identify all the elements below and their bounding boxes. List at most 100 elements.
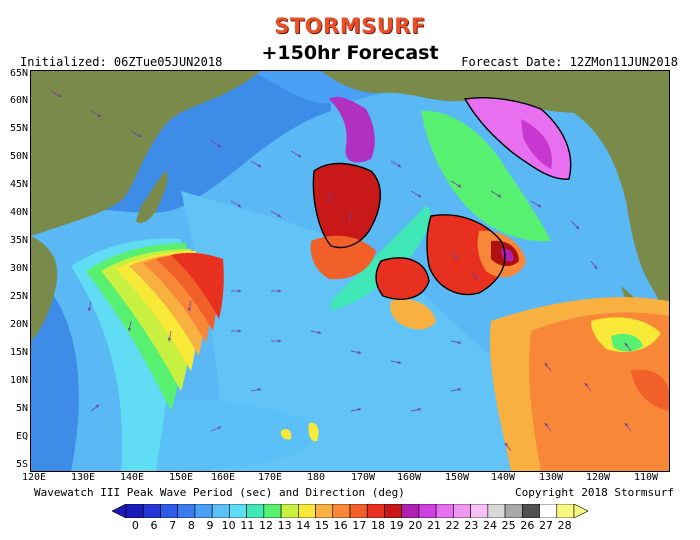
colorbar-tick-label: 16: [333, 519, 348, 532]
lon-label-140e: 140E: [119, 472, 145, 483]
period-14s-equator-islands: [280, 428, 292, 440]
colorbar-tick-label: 18: [371, 519, 385, 532]
colorbar-tick-label: 11: [240, 519, 255, 532]
colorbar-swatch: [522, 504, 540, 518]
colorbar-tick-label: 6: [150, 519, 158, 532]
lat-label-60n: 60N: [9, 95, 28, 106]
colorbar-tick-label: 21: [427, 519, 441, 532]
colorbar-swatch: [366, 504, 385, 518]
period-band-10s-lower: [131, 400, 316, 471]
colorbar-swatch: [125, 504, 144, 518]
contour-outlines: [312, 97, 572, 300]
colorbar-swatch: [470, 504, 489, 518]
colorbar-swatch: [332, 504, 351, 518]
colorbar-tick-label: 20: [408, 519, 423, 532]
direction-arrows: [50, 90, 632, 452]
colorbar-swatch: [504, 504, 523, 518]
period-14s-equator-island-2: [308, 422, 319, 442]
lat-label-45n: 45N: [9, 179, 28, 190]
product-description: Wavewatch III Peak Wave Period (sec) and…: [34, 486, 405, 499]
wave-period-map: [30, 70, 670, 472]
colorbar-swatch: [453, 504, 471, 518]
colorbar-swatch: [418, 504, 437, 518]
colorbar-tick-label: 19: [389, 519, 404, 532]
lon-label-110w: 110W: [633, 472, 659, 483]
lat-label-5s: 5S: [15, 459, 28, 470]
initialized-time: Initialized: 06ZTue05JUN2018: [20, 55, 223, 69]
asia-land: [31, 71, 261, 236]
lat-label-25n: 25N: [9, 291, 28, 302]
period-12s-diagonal: [331, 206, 431, 311]
period-17s-north-pacific: [313, 163, 381, 248]
colorbar-swatch: [142, 504, 161, 518]
lat-label-65n: 65N: [9, 68, 28, 79]
period-16s-central: [376, 257, 429, 300]
lon-label-150e: 150E: [168, 472, 194, 483]
period-21s-gulf-alaska: [521, 119, 552, 169]
copyright: Copyright 2018 Stormsurf: [515, 486, 674, 499]
period-14s-south: [390, 299, 436, 330]
colorbar-right-tip: [573, 504, 588, 518]
lon-label-130e: 130E: [70, 472, 96, 483]
lat-label-5n: 5N: [15, 403, 28, 414]
colorbar-tick-label: 23: [464, 519, 479, 532]
lat-label-50n: 50N: [9, 151, 28, 162]
lat-label-eq: EQ: [15, 431, 28, 442]
colorbar-swatch: [315, 504, 334, 518]
colorbar-tick-label: 9: [206, 519, 214, 532]
forecast-subtitle: +150hr Forecast: [261, 42, 439, 64]
colorbar-swatch: [298, 504, 316, 518]
lon-label-160w: 160W: [396, 472, 422, 483]
stormsurf-logo: STORMSURF: [274, 14, 426, 38]
colorbar-swatch: [349, 504, 368, 518]
colorbar-swatch: [435, 504, 454, 518]
colorbar-tick-label: 25: [501, 519, 516, 532]
lon-label-160e: 160E: [210, 472, 236, 483]
lat-label-40n: 40N: [9, 207, 28, 218]
colorbar-swatch: [246, 504, 265, 518]
colorbar-swatch: [487, 504, 506, 518]
colorbar-tick-label: 8: [187, 519, 195, 532]
period-16s-southeast: [529, 312, 669, 471]
lat-label-10n: 10N: [9, 375, 28, 386]
period-band-10s: [181, 191, 551, 471]
colorbar-swatch: [211, 504, 230, 518]
colorbar-tick-label: 10: [221, 519, 236, 532]
colorbar-tick-label: 26: [520, 519, 535, 532]
colorbar-swatch: [401, 504, 420, 518]
lon-label-150w: 150W: [444, 472, 470, 483]
period-15s-central: [310, 235, 376, 280]
colorbar-tick-label: 13: [277, 519, 292, 532]
colorbar-left-tip: [112, 504, 127, 518]
colorbar-swatch: [556, 504, 575, 518]
colorbar-swatch: [263, 504, 282, 518]
asia-land-south: [31, 236, 58, 341]
colorbar-swatch: [160, 504, 178, 518]
colorbar-swatch: [229, 504, 247, 518]
colorbar-tick-label: 28: [557, 519, 572, 532]
japan-land: [136, 171, 168, 223]
lat-label-30n: 30N: [9, 263, 28, 274]
lat-label-15n: 15N: [9, 347, 28, 358]
colorbar-tick-label: 15: [315, 519, 329, 532]
colorbar-tick-label: 12: [259, 519, 273, 532]
lon-label-120w: 120W: [585, 472, 611, 483]
north-america-land: [571, 71, 669, 316]
colorbar-tick-label: 0: [131, 519, 139, 532]
colorbar-swatch: [384, 504, 402, 518]
period-17s-southeast-core: [631, 369, 669, 411]
colorbar-tick-label: 27: [539, 519, 553, 532]
period-13s-gulf: [421, 110, 551, 242]
lat-label-20n: 20N: [9, 319, 28, 330]
colorbar-tick-label: 22: [445, 519, 460, 532]
period-18s-west-fan: [171, 252, 224, 319]
period-19s-aleutian: [329, 96, 375, 163]
colorbar-tick-label: 24: [483, 519, 497, 532]
period-colorbar: [112, 504, 588, 518]
lon-label-170w: 170W: [350, 472, 376, 483]
lon-label-180: 180: [306, 472, 326, 483]
colorbar-swatch: [177, 504, 196, 518]
colorbar-tick-label: 7: [169, 519, 177, 532]
lat-label-55n: 55N: [9, 123, 28, 134]
lon-label-170e: 170E: [257, 472, 283, 483]
